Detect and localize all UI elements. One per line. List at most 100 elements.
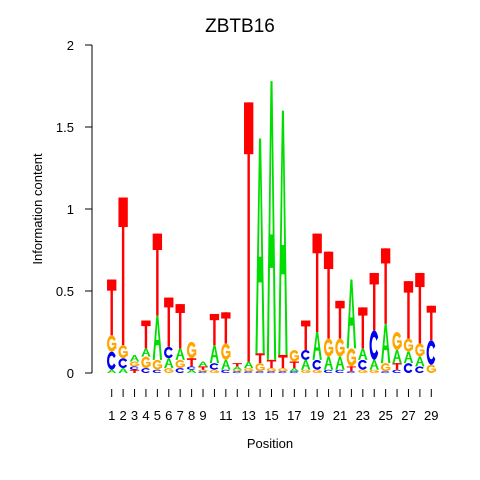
logo-letter-A <box>109 371 115 373</box>
logo-letter-G <box>214 371 219 372</box>
logo-letter-A <box>358 348 368 360</box>
logo-letter-T <box>110 279 113 336</box>
logo-letter-A <box>403 351 414 364</box>
logo-letter-G <box>415 343 424 357</box>
logo-letter-C <box>312 359 322 370</box>
logo-letter-G <box>180 363 185 365</box>
logo-column-7 <box>175 304 185 373</box>
logo-letter-G <box>248 369 254 371</box>
logo-letter-G <box>160 364 163 368</box>
logo-letter-G <box>388 367 391 370</box>
logo-letter-A <box>152 315 163 360</box>
logo-letter-T <box>281 354 285 369</box>
y-tick-label: 2 <box>67 38 74 53</box>
logo-letter-C <box>369 330 379 360</box>
logo-letter-A <box>314 347 320 351</box>
logo-letter-G <box>191 349 197 352</box>
logo-letter-G <box>262 367 265 370</box>
logo-letter-C <box>266 371 276 374</box>
x-axis-label: Position <box>247 436 293 451</box>
logo-column-17 <box>289 350 300 374</box>
logo-letter-T <box>430 305 433 341</box>
logo-column-1 <box>107 279 117 373</box>
logo-letter-G <box>317 371 322 372</box>
logo-letter-A <box>289 368 300 372</box>
logo-letter-A <box>369 359 379 370</box>
logo-letter-A <box>349 317 354 326</box>
logo-letter-G <box>126 351 128 356</box>
logo-letter-A <box>107 369 117 373</box>
logo-letter-C <box>129 366 139 370</box>
logo-letter-G <box>419 349 425 352</box>
logo-letter-A <box>394 357 400 359</box>
logo-letter-T <box>270 359 273 369</box>
logo-letter-C <box>392 369 402 373</box>
logo-letter-G <box>225 351 231 354</box>
logo-letter-G <box>221 343 230 360</box>
x-axis: 1 2 3 4 5 6 7 8 9 11 13 15 17 19 21 23 25 27 29 <box>108 389 439 423</box>
logo-letter-A <box>243 361 254 369</box>
logo-letter-G <box>175 359 185 369</box>
logo-letter-A <box>303 365 309 367</box>
logo-letter-C <box>198 371 208 374</box>
logo-letter-T <box>407 281 410 339</box>
logo-letter-T <box>258 353 262 364</box>
x-tick-label: 15 <box>264 408 278 423</box>
x-tick-label: 4 <box>142 408 149 423</box>
logo-letter-G <box>168 370 174 372</box>
logo-letter-G <box>274 369 277 371</box>
logo-column-29 <box>426 305 436 374</box>
logo-column-12 <box>232 363 242 374</box>
logo-letter-A <box>380 323 391 364</box>
x-tick-label: 1 <box>108 408 115 423</box>
logo-letter-A <box>383 345 388 351</box>
x-tick-label: 13 <box>241 408 255 423</box>
logo-letter-A <box>257 256 263 283</box>
logo-letter-T <box>350 366 353 372</box>
x-tick-label: 2 <box>120 408 127 423</box>
x-tick-label: 23 <box>356 408 370 423</box>
x-tick-label: 3 <box>131 408 138 423</box>
logo-letter-C <box>335 369 344 374</box>
logo-letter-C <box>289 371 299 374</box>
logo-letter-A <box>186 369 197 373</box>
logo-column-23 <box>358 307 368 374</box>
logo-letter-T <box>304 320 307 351</box>
logo-letter-C <box>175 368 185 373</box>
logo-letter-G <box>152 359 162 370</box>
logo-letter-A <box>406 357 411 360</box>
y-tick-label: 0 <box>67 366 74 381</box>
logo-letter-A <box>177 354 183 357</box>
logo-letter-G <box>118 345 128 359</box>
logo-letter-G <box>358 369 367 374</box>
logo-letter-G <box>129 361 139 367</box>
logo-letter-A <box>371 365 377 367</box>
logo-letter-G <box>434 368 436 372</box>
logo-letter-T <box>190 358 193 367</box>
logo-column-8 <box>186 341 197 373</box>
logo-letter-C <box>278 371 287 374</box>
logo-letter-A <box>392 350 402 364</box>
logo-letter-T <box>373 272 376 331</box>
logo-column-20 <box>323 251 334 374</box>
logo-letter-A <box>232 366 242 370</box>
logo-column-28 <box>415 272 425 373</box>
logo-letter-T <box>327 251 330 339</box>
logo-letter-A <box>120 370 126 372</box>
logo-letter-G <box>209 369 219 373</box>
logo-column-25 <box>380 248 391 374</box>
logo-letter-G <box>217 371 220 373</box>
logo-letter-T <box>224 312 228 344</box>
logo-letter-C <box>209 363 219 370</box>
logo-letter-C <box>415 366 424 373</box>
logo-column-16 <box>278 110 288 374</box>
logo-letter-C <box>323 369 333 374</box>
logo-letter-C <box>403 363 413 373</box>
logo-letter-G <box>403 338 413 352</box>
logo-letter-G <box>240 370 242 372</box>
logo-letter-A <box>200 364 206 365</box>
logo-letter-A <box>141 348 151 357</box>
logo-letter-G <box>107 335 116 352</box>
logo-column-24 <box>369 272 379 373</box>
